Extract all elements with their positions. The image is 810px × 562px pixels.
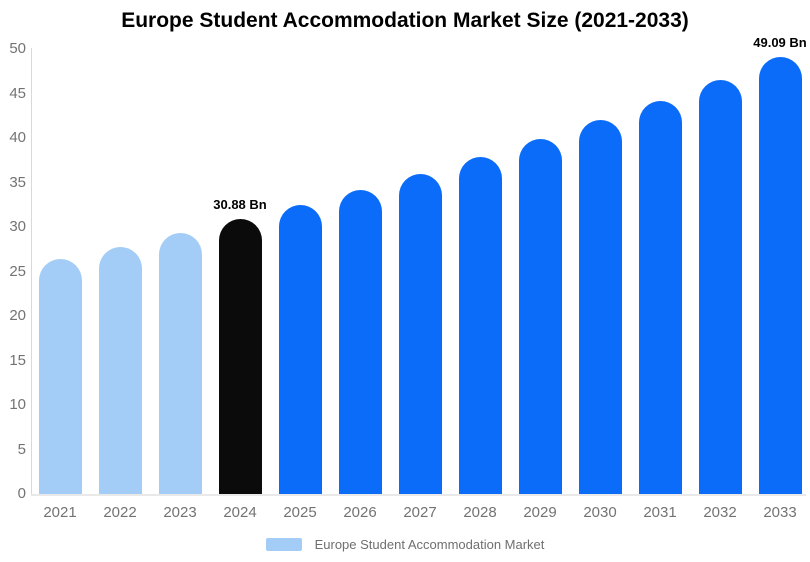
x-tick-label: 2022: [103, 504, 137, 521]
y-tick-label: 25: [9, 262, 26, 280]
bar-value-label: 30.88 Bn: [213, 197, 267, 213]
bar-2029[interactable]: [518, 138, 562, 494]
bar-2027[interactable]: [398, 173, 442, 494]
x-tick-label: 2033: [763, 504, 797, 521]
y-tick-label: 15: [9, 351, 26, 369]
x-tick-label: 2029: [523, 504, 557, 521]
x-tick-label: 2026: [343, 504, 377, 521]
bar-2024[interactable]: [218, 219, 262, 494]
y-tick-label: 30: [9, 218, 26, 235]
y-tick-label: 10: [9, 396, 26, 413]
chart-title: Europe Student Accommodation Market Size…: [121, 9, 689, 32]
x-tick-label: 2028: [463, 504, 497, 521]
bar-2021[interactable]: [38, 259, 82, 494]
x-tick-label: 2025: [283, 504, 317, 521]
x-tick-label: 2021: [43, 504, 77, 521]
x-axis-line: [31, 494, 806, 496]
legend-item[interactable]: Europe Student Accommodation Market: [0, 534, 810, 554]
bar-2025[interactable]: [278, 204, 322, 494]
legend-label: Europe Student Accommodation Market: [314, 536, 545, 552]
y-tick-label: 50: [9, 40, 26, 57]
legend-swatch: [265, 537, 302, 551]
x-tick-label: 2024: [223, 504, 257, 521]
bar-2028[interactable]: [458, 156, 502, 494]
x-tick-label: 2027: [403, 504, 437, 521]
x-tick-label: 2030: [583, 504, 617, 521]
y-axis-line: [31, 48, 32, 496]
bar-2033[interactable]: [758, 57, 802, 494]
y-tick-label: 35: [9, 173, 26, 191]
y-tick-label: 5: [17, 440, 26, 458]
bar-2026[interactable]: [338, 189, 382, 494]
y-tick-label: 40: [9, 129, 26, 146]
y-tick-label: 45: [9, 84, 26, 102]
bar-2023[interactable]: [158, 233, 202, 494]
bar-2030[interactable]: [578, 120, 622, 494]
bar-2031[interactable]: [638, 100, 682, 494]
bar-2032[interactable]: [698, 80, 742, 494]
x-tick-label: 2032: [703, 504, 737, 521]
x-tick-label: 2031: [643, 504, 677, 521]
bar-value-label: 49.09 Bn: [753, 35, 807, 51]
bar-2022[interactable]: [98, 246, 142, 494]
y-tick-label: 0: [17, 485, 26, 502]
y-tick-label: 20: [9, 307, 26, 324]
x-tick-label: 2023: [163, 504, 197, 521]
